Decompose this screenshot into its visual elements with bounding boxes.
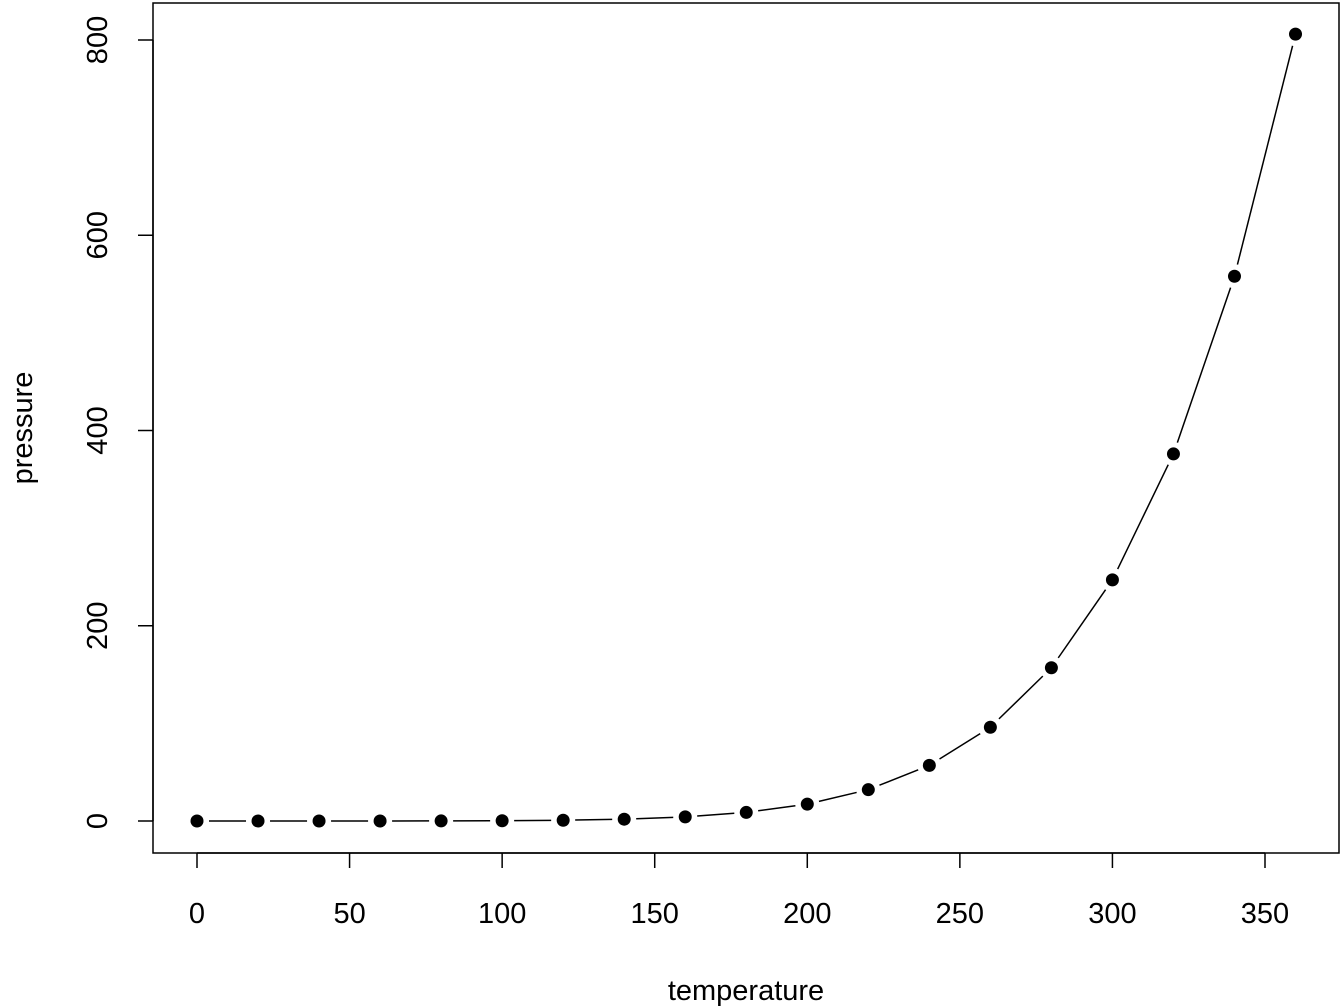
x-tick-label: 50 [333, 898, 365, 930]
data-point [1044, 661, 1058, 675]
data-point [739, 805, 753, 819]
series-segment [1176, 287, 1232, 443]
data-point [312, 814, 326, 828]
data-point [434, 814, 448, 828]
series-segment [1116, 464, 1169, 570]
data-point [800, 797, 814, 811]
x-tick-label: 300 [1088, 898, 1136, 930]
data-point [1289, 27, 1303, 41]
data-point [922, 758, 936, 772]
y-tick-label: 200 [82, 602, 114, 650]
y-tick-label: 0 [82, 813, 114, 829]
x-tick-label: 0 [189, 898, 205, 930]
series-lines [208, 45, 1294, 822]
series-segment [879, 769, 919, 786]
y-axis-label: pressure [7, 372, 39, 485]
y-tick-label: 800 [82, 16, 114, 64]
data-point [1227, 269, 1241, 283]
data-point [861, 783, 875, 797]
x-tick-label: 250 [936, 898, 984, 930]
data-point [190, 814, 204, 828]
x-tick-label: 350 [1241, 898, 1289, 930]
x-axis-label: temperature [668, 975, 824, 1007]
plot-box [152, 2, 1340, 854]
series-segment [939, 732, 981, 760]
data-point [373, 814, 387, 828]
data-point [1166, 447, 1180, 461]
y-tick-label: 600 [82, 211, 114, 259]
series-segment [758, 804, 796, 812]
y-axis: 0 200 400 600 800 [82, 16, 154, 829]
series-segment [636, 816, 674, 820]
data-point [617, 812, 631, 826]
data-point [495, 814, 509, 828]
data-point [1105, 573, 1119, 587]
data-point [251, 814, 265, 828]
x-tick-label: 150 [631, 898, 679, 930]
data-point [678, 810, 692, 824]
x-axis: 0 50 100 150 200 250 300 350 [189, 852, 1289, 930]
data-point [556, 813, 570, 827]
x-tick-label: 200 [783, 898, 831, 930]
y-tick-label: 400 [82, 406, 114, 454]
series-segment [1236, 45, 1294, 265]
series-segment [697, 812, 735, 817]
series-points [190, 27, 1303, 828]
series-segment [998, 675, 1044, 720]
data-point [983, 720, 997, 734]
series-segment [1057, 589, 1107, 659]
x-tick-label: 100 [478, 898, 526, 930]
series-segment [575, 818, 613, 821]
series-segment [818, 791, 857, 803]
